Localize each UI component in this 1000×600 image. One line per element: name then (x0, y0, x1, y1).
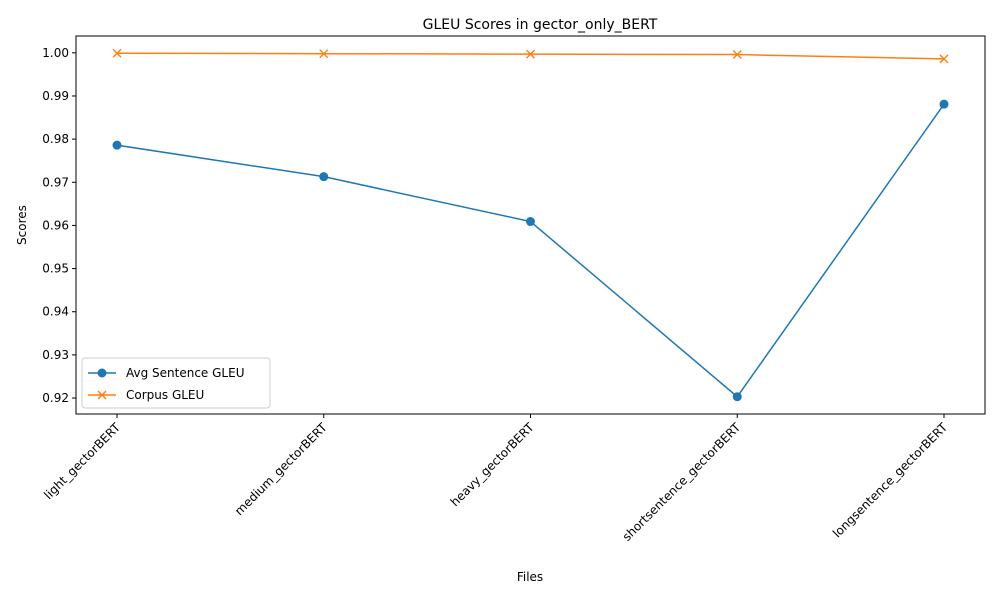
data-point (939, 54, 949, 64)
y-axis: 0.92 0.93 0.94 0.95 0.96 0.97 0.98 0.99 1.00 (42, 46, 76, 405)
y-tick-label: 0.99 (42, 89, 69, 103)
y-tick-label: 0.97 (42, 175, 69, 189)
data-point (939, 99, 949, 109)
chart-title: GLEU Scores in gector_only_BERT (423, 17, 658, 33)
y-tick-label: 0.95 (42, 262, 69, 276)
data-point (526, 49, 535, 59)
legend-entry: Corpus GLEU (88, 388, 204, 402)
marker-stroke (939, 54, 949, 64)
legend-box (81, 357, 271, 409)
marker-stroke (526, 49, 535, 59)
data-point (732, 50, 742, 60)
y-tick-label: 0.98 (42, 132, 69, 146)
legend-label: Corpus GLEU (126, 388, 204, 402)
y-tick-label: 0.96 (42, 218, 69, 232)
legend-marker (97, 390, 107, 400)
data-point (526, 217, 535, 227)
series-layer (112, 48, 949, 402)
series-1 (112, 48, 949, 64)
y-tick-label: 0.94 (42, 305, 69, 319)
x-axis-title: Files (517, 570, 543, 584)
marker-stroke (732, 50, 742, 60)
series-0 (112, 99, 949, 402)
legend-entry: Avg Sentence GLEU (88, 366, 244, 380)
y-tick-label: 1.00 (42, 46, 69, 60)
data-point (319, 49, 329, 59)
data-point (319, 172, 329, 182)
data-point (112, 140, 122, 150)
marker-stroke (319, 49, 329, 59)
data-point (112, 48, 122, 58)
y-tick-label: 0.93 (42, 348, 69, 362)
data-point (732, 392, 742, 402)
marker-stroke (112, 48, 122, 58)
legend-marker (97, 368, 107, 378)
y-tick-label: 0.92 (42, 391, 69, 405)
legend-label: Avg Sentence GLEU (126, 366, 244, 380)
marker-stroke (97, 390, 107, 400)
legend: Avg Sentence GLEU Corpus GLEU (81, 357, 271, 409)
y-axis-title: Scores (15, 205, 29, 245)
